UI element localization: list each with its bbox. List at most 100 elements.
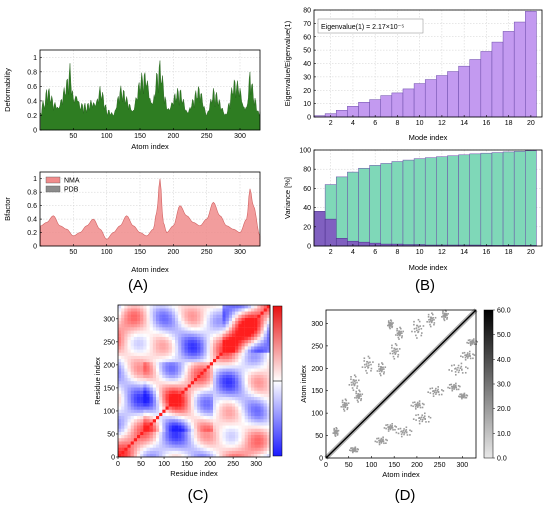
heat-cell xyxy=(203,336,207,341)
heat-cell xyxy=(197,362,201,366)
heat-cell xyxy=(238,339,242,344)
contact-cell xyxy=(461,396,463,399)
heat-cell xyxy=(118,368,122,372)
contact-cell xyxy=(352,389,355,391)
heat-cell xyxy=(238,425,242,429)
heat-cell xyxy=(244,393,249,398)
heat-cell xyxy=(181,438,185,442)
heat-cell xyxy=(225,377,230,382)
heat-cell xyxy=(219,441,223,445)
heat-cell xyxy=(165,390,169,394)
contact-cell xyxy=(352,379,355,381)
heat-cell xyxy=(194,425,198,429)
bar xyxy=(458,154,470,247)
heat-cell xyxy=(178,311,182,315)
heat-cell xyxy=(216,393,220,398)
heat-cell xyxy=(124,346,128,350)
heat-cell xyxy=(235,327,239,331)
heat-cell xyxy=(168,419,173,423)
bar xyxy=(369,99,381,118)
heat-cell xyxy=(190,374,195,379)
heat-cell xyxy=(266,377,271,382)
heat-cell xyxy=(171,305,176,309)
heat-cell xyxy=(235,403,239,407)
heat-cell xyxy=(228,438,233,442)
heat-cell xyxy=(140,355,144,360)
heat-cell xyxy=(137,339,141,344)
heat-cell xyxy=(225,336,230,341)
heat-cell xyxy=(197,403,201,407)
heat-cell xyxy=(244,346,249,350)
heat-cell xyxy=(225,450,230,455)
heat-cell xyxy=(184,377,188,382)
heat-cell xyxy=(247,412,252,417)
contact-cell xyxy=(457,371,460,374)
heat-cell xyxy=(152,393,157,398)
heat-cell xyxy=(222,434,226,439)
contact-cell xyxy=(394,428,396,431)
heat-cell xyxy=(121,371,125,375)
heat-cell xyxy=(225,317,230,322)
contact-cell xyxy=(429,325,432,328)
heat-cell xyxy=(165,317,169,322)
heat-cell xyxy=(175,396,179,401)
heat-cell xyxy=(149,415,154,420)
heat-cell xyxy=(168,365,173,369)
x-tick-label: 8 xyxy=(395,120,399,127)
contact-cell xyxy=(359,393,362,396)
heat-cell xyxy=(127,422,131,426)
heat-cell xyxy=(184,305,188,309)
heat-cell xyxy=(206,450,211,455)
heat-cell xyxy=(140,330,144,334)
heat-cell xyxy=(241,365,245,369)
heat-cell xyxy=(149,390,154,394)
heat-cell xyxy=(127,384,131,388)
heat-cell xyxy=(266,314,271,318)
contact-cell xyxy=(458,395,460,398)
contact-cell xyxy=(417,413,420,416)
heat-cell xyxy=(175,434,179,439)
heat-cell xyxy=(213,406,217,410)
contact-cell xyxy=(461,372,464,374)
heat-cell xyxy=(238,384,242,388)
contact-cell xyxy=(383,427,386,429)
contact-cell xyxy=(395,350,397,353)
heat-cell xyxy=(127,406,131,410)
contact-cell xyxy=(356,399,359,402)
heat-cell xyxy=(251,377,255,382)
heat-cell xyxy=(156,393,160,398)
heat-cell xyxy=(146,336,150,341)
contact-cell xyxy=(406,434,409,436)
heat-cell xyxy=(159,390,163,394)
heat-cell xyxy=(152,431,157,436)
heat-cell xyxy=(187,355,192,360)
heat-cell xyxy=(251,324,255,328)
heat-cell xyxy=(152,438,157,442)
heat-cell xyxy=(260,406,264,410)
heat-cell xyxy=(228,393,233,398)
heat-cell xyxy=(209,412,214,417)
contact-cell xyxy=(392,429,394,431)
heat-cell xyxy=(225,381,230,385)
heat-cell xyxy=(213,355,217,360)
heat-cell xyxy=(247,362,252,366)
heat-cell xyxy=(168,346,173,350)
heat-cell xyxy=(266,409,271,413)
heat-cell xyxy=(260,400,264,404)
heat-cell xyxy=(168,412,173,417)
heat-cell xyxy=(165,333,169,337)
heat-cell xyxy=(159,320,163,325)
heat-cell xyxy=(171,368,176,372)
heat-cell xyxy=(247,320,252,325)
heat-cell xyxy=(184,308,188,312)
heat-cell xyxy=(187,419,192,423)
heat-cell xyxy=(203,374,207,379)
plot-border xyxy=(313,149,543,247)
heat-cell xyxy=(200,320,204,325)
contact-cell xyxy=(343,410,346,412)
contact-cell xyxy=(394,352,397,355)
contact-cell xyxy=(447,312,449,315)
heat-cell xyxy=(244,377,249,382)
heat-cell xyxy=(162,409,166,413)
heat-cell xyxy=(266,441,271,445)
